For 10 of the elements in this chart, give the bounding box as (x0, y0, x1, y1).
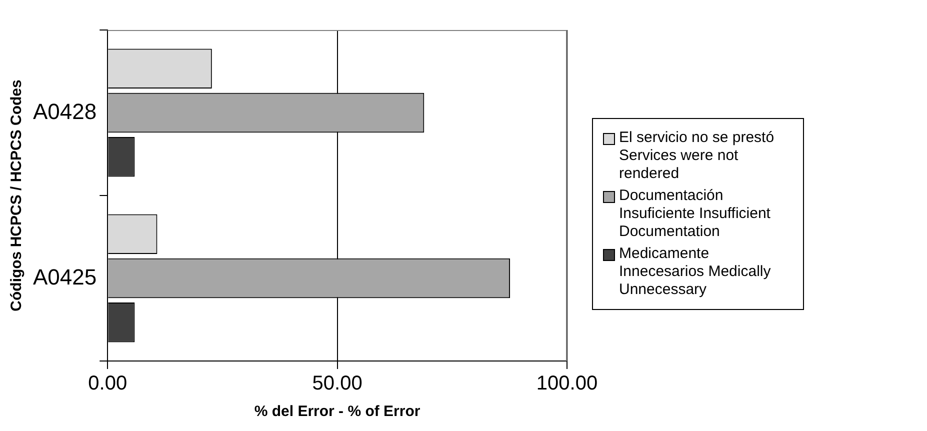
x-tick-label: 0.00 (88, 372, 128, 395)
x-tick-label: 100.00 (536, 372, 598, 395)
y-tick-label: A0425 (32, 264, 97, 290)
y-tick-label: A0428 (32, 98, 97, 124)
legend-label: Documentación Insuficiente Insufficient Documentation (619, 187, 772, 241)
x-axis-title: % del Error - % of Error (254, 403, 420, 420)
x-tick-label: 50.00 (312, 372, 362, 395)
y-axis-title: Códigos HCPCS / HCPCS Codes (8, 80, 26, 312)
legend-label: Medicamente Innecesarios Medically Unnecessary (619, 245, 772, 299)
legend-label: El servicio no se prestó Services were not rendered (619, 129, 776, 183)
